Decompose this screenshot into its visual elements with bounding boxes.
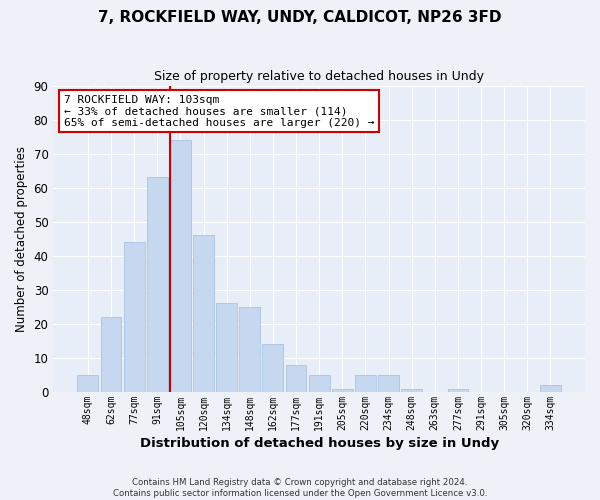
Bar (77, 375, 98, 392)
Y-axis label: Number of detached properties: Number of detached properties (15, 146, 28, 332)
Bar (309, 375, 329, 392)
Bar (401, 388, 422, 392)
Text: 7, ROCKFIELD WAY, UNDY, CALDICOT, NP26 3FD: 7, ROCKFIELD WAY, UNDY, CALDICOT, NP26 3… (98, 10, 502, 25)
Bar (286, 365, 307, 392)
Bar (448, 388, 469, 392)
Bar (378, 375, 399, 392)
Bar (170, 140, 191, 392)
Bar (332, 388, 353, 392)
Text: 7 ROCKFIELD WAY: 103sqm
← 33% of detached houses are smaller (114)
65% of semi-d: 7 ROCKFIELD WAY: 103sqm ← 33% of detache… (64, 94, 374, 128)
Bar (193, 236, 214, 392)
Bar (239, 307, 260, 392)
Text: Contains HM Land Registry data © Crown copyright and database right 2024.
Contai: Contains HM Land Registry data © Crown c… (113, 478, 487, 498)
X-axis label: Distribution of detached houses by size in Undy: Distribution of detached houses by size … (140, 437, 499, 450)
Bar (262, 344, 283, 392)
Bar (540, 385, 561, 392)
Bar (124, 242, 145, 392)
Bar (355, 375, 376, 392)
Bar (216, 304, 237, 392)
Bar (101, 317, 121, 392)
Bar (147, 178, 167, 392)
Title: Size of property relative to detached houses in Undy: Size of property relative to detached ho… (154, 70, 484, 83)
